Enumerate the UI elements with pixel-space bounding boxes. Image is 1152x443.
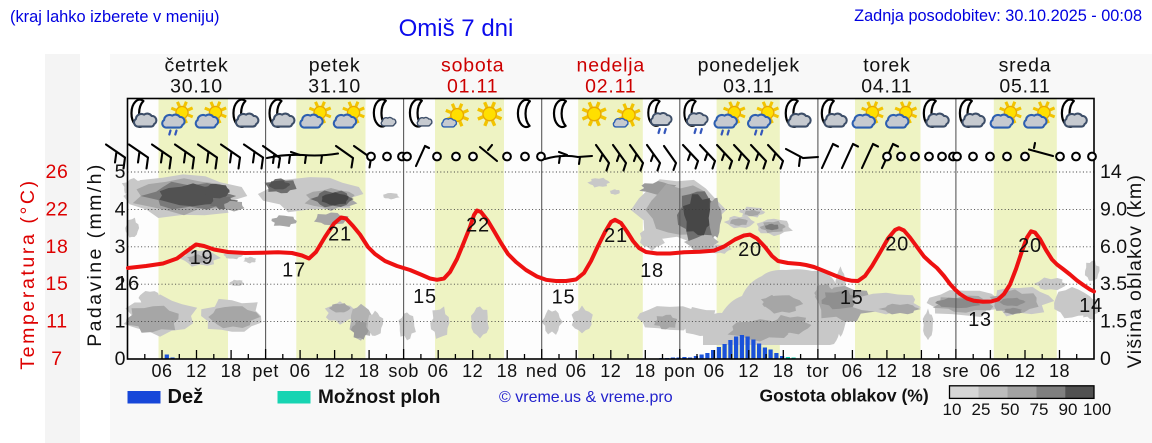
- svg-text:tor: tor: [807, 361, 830, 381]
- svg-text:21: 21: [328, 224, 352, 246]
- svg-text:9.0: 9.0: [1100, 198, 1127, 220]
- svg-text:12: 12: [600, 361, 621, 381]
- svg-text:4: 4: [115, 198, 126, 220]
- svg-text:© vreme.us & vreme.pro: © vreme.us & vreme.pro: [499, 389, 673, 406]
- svg-text:0: 0: [1100, 348, 1111, 370]
- svg-text:26: 26: [46, 161, 69, 183]
- svg-text:12: 12: [738, 361, 759, 381]
- svg-text:1.5: 1.5: [1100, 311, 1127, 333]
- svg-text:20: 20: [885, 233, 909, 255]
- svg-text:nedelja: nedelja: [577, 55, 646, 77]
- svg-text:05.11: 05.11: [999, 76, 1050, 98]
- svg-text:02.11: 02.11: [585, 76, 636, 98]
- svg-text:Zadnja posodobitev: 30.10.2025: Zadnja posodobitev: 30.10.2025 - 00:08: [854, 7, 1142, 25]
- svg-text:pet: pet: [252, 361, 279, 381]
- svg-text:10: 10: [943, 400, 962, 419]
- svg-text:19: 19: [190, 247, 214, 269]
- svg-text:21: 21: [604, 225, 628, 247]
- svg-text:četrtek: četrtek: [164, 55, 228, 77]
- svg-text:06: 06: [842, 361, 863, 381]
- svg-text:3.5: 3.5: [1100, 273, 1127, 295]
- svg-text:18: 18: [497, 361, 518, 381]
- svg-text:06: 06: [980, 361, 1001, 381]
- svg-text:18: 18: [359, 361, 380, 381]
- svg-text:12: 12: [1014, 361, 1035, 381]
- svg-text:15: 15: [552, 287, 576, 309]
- svg-text:18: 18: [221, 361, 242, 381]
- svg-text:06: 06: [566, 361, 587, 381]
- svg-text:20: 20: [1018, 235, 1042, 257]
- svg-text:15: 15: [46, 273, 69, 295]
- svg-text:22: 22: [46, 198, 69, 220]
- svg-text:22: 22: [466, 215, 490, 237]
- svg-text:03.11: 03.11: [723, 76, 774, 98]
- svg-text:5: 5: [115, 161, 126, 183]
- svg-text:sobota: sobota: [441, 55, 504, 77]
- svg-text:31.10: 31.10: [308, 76, 361, 98]
- svg-text:petek: petek: [309, 55, 361, 77]
- svg-text:Gostota oblakov (%): Gostota oblakov (%): [760, 386, 929, 406]
- svg-text:16: 16: [116, 273, 140, 295]
- svg-text:100: 100: [1083, 400, 1111, 419]
- svg-text:12: 12: [186, 361, 207, 381]
- svg-text:75: 75: [1030, 400, 1049, 419]
- svg-text:Možnost ploh: Možnost ploh: [318, 387, 440, 408]
- svg-text:15: 15: [413, 286, 437, 308]
- svg-text:sob: sob: [388, 361, 419, 381]
- svg-text:12: 12: [462, 361, 483, 381]
- svg-text:Temperatura (°C): Temperatura (°C): [17, 178, 39, 369]
- svg-text:25: 25: [972, 400, 991, 419]
- svg-text:06: 06: [151, 361, 172, 381]
- svg-text:06: 06: [704, 361, 725, 381]
- svg-text:Omiš 7 dni: Omiš 7 dni: [399, 15, 514, 42]
- svg-text:15: 15: [840, 287, 864, 309]
- svg-text:Padavine (mm/h): Padavine (mm/h): [84, 162, 106, 346]
- svg-text:1: 1: [115, 311, 126, 333]
- svg-text:sre: sre: [943, 361, 970, 381]
- svg-text:sreda: sreda: [999, 55, 1052, 77]
- svg-text:18: 18: [635, 361, 656, 381]
- svg-text:14: 14: [1079, 295, 1103, 317]
- svg-text:14: 14: [1100, 161, 1122, 183]
- svg-text:7: 7: [51, 348, 62, 370]
- svg-text:torek: torek: [863, 55, 910, 77]
- svg-text:01.11: 01.11: [447, 76, 498, 98]
- svg-text:(kraj lahko izberete v meniju): (kraj lahko izberete v meniju): [10, 8, 220, 26]
- svg-text:6.0: 6.0: [1100, 236, 1127, 258]
- svg-text:3: 3: [115, 236, 126, 258]
- svg-text:04.11: 04.11: [861, 76, 912, 98]
- svg-text:Dež: Dež: [168, 386, 204, 408]
- svg-text:13: 13: [968, 309, 992, 331]
- svg-text:50: 50: [1001, 400, 1020, 419]
- svg-text:ned: ned: [526, 361, 558, 381]
- svg-text:ponedeljek: ponedeljek: [698, 55, 800, 77]
- svg-text:2: 2: [115, 273, 126, 295]
- svg-text:11: 11: [46, 311, 67, 333]
- svg-text:90: 90: [1059, 400, 1078, 419]
- svg-text:pon: pon: [664, 361, 696, 381]
- svg-text:20: 20: [738, 239, 762, 261]
- svg-text:18: 18: [911, 361, 932, 381]
- svg-text:0: 0: [115, 348, 126, 370]
- svg-text:18: 18: [773, 361, 794, 381]
- svg-text:06: 06: [428, 361, 449, 381]
- svg-text:12: 12: [876, 361, 897, 381]
- svg-text:30.10: 30.10: [170, 76, 223, 98]
- svg-text:17: 17: [282, 260, 306, 282]
- svg-text:18: 18: [46, 236, 69, 258]
- svg-text:18: 18: [1049, 361, 1070, 381]
- svg-text:06: 06: [290, 361, 311, 381]
- svg-text:Višina oblakov (km): Višina oblakov (km): [1124, 174, 1146, 369]
- svg-text:18: 18: [640, 260, 664, 282]
- svg-text:12: 12: [324, 361, 345, 381]
